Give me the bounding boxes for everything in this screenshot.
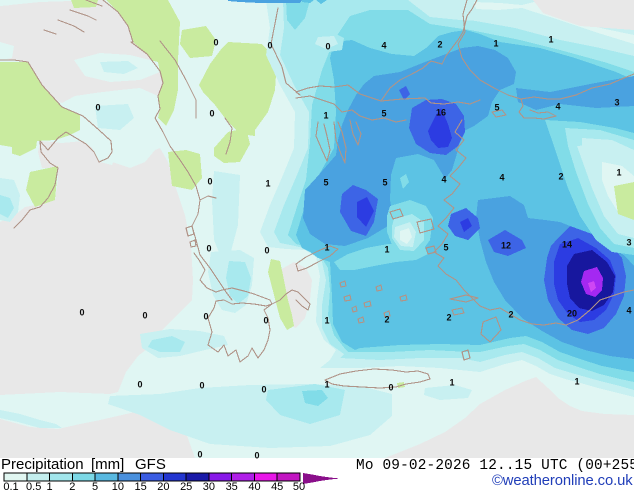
svg-text:5: 5	[494, 103, 499, 113]
svg-text:0: 0	[263, 316, 268, 326]
svg-text:4: 4	[441, 175, 446, 185]
svg-text:16: 16	[436, 108, 446, 118]
svg-text:5: 5	[323, 178, 328, 188]
svg-text:0.5: 0.5	[26, 481, 41, 490]
svg-text:0: 0	[209, 109, 214, 119]
svg-text:14: 14	[562, 240, 572, 250]
svg-text:20: 20	[157, 481, 169, 490]
svg-text:0: 0	[197, 450, 202, 460]
svg-text:1: 1	[449, 378, 454, 388]
svg-text:2: 2	[384, 315, 389, 325]
svg-text:2: 2	[69, 481, 75, 490]
svg-text:3: 3	[614, 98, 619, 108]
svg-text:Mo 09-02-2026 12..15 UTC (00+2: Mo 09-02-2026 12..15 UTC (00+255	[356, 458, 634, 474]
svg-text:1: 1	[46, 481, 52, 490]
svg-text:Precipitation: Precipitation	[1, 456, 84, 473]
svg-text:4: 4	[626, 306, 631, 316]
svg-text:0: 0	[388, 383, 393, 393]
svg-text:0: 0	[267, 41, 272, 51]
svg-text:0: 0	[261, 385, 266, 395]
svg-text:2: 2	[508, 310, 513, 320]
svg-text:0: 0	[254, 451, 259, 461]
svg-text:0: 0	[325, 42, 330, 52]
svg-text:1: 1	[324, 243, 329, 253]
svg-text:2: 2	[446, 313, 451, 323]
svg-text:0: 0	[264, 246, 269, 256]
svg-text:4: 4	[499, 173, 504, 183]
svg-text:0: 0	[142, 311, 147, 321]
svg-text:0: 0	[207, 177, 212, 187]
svg-text:12: 12	[501, 241, 511, 251]
svg-text:45: 45	[271, 481, 283, 490]
svg-text:4: 4	[555, 102, 560, 112]
svg-text:1: 1	[493, 39, 498, 49]
svg-text:2: 2	[437, 40, 442, 50]
svg-text:1: 1	[548, 35, 553, 45]
svg-text:0: 0	[199, 381, 204, 391]
svg-text:0: 0	[203, 312, 208, 322]
svg-text:10: 10	[112, 481, 124, 490]
svg-text:0: 0	[206, 244, 211, 254]
svg-text:1: 1	[616, 168, 621, 178]
svg-text:35: 35	[226, 481, 238, 490]
svg-text:0: 0	[137, 380, 142, 390]
svg-text:5: 5	[381, 109, 386, 119]
svg-text:0: 0	[213, 38, 218, 48]
svg-text:25: 25	[180, 481, 192, 490]
svg-text:1: 1	[265, 179, 270, 189]
svg-text:50: 50	[293, 481, 305, 490]
svg-text:40: 40	[248, 481, 260, 490]
svg-text:2: 2	[558, 172, 563, 182]
svg-text:1: 1	[324, 380, 329, 390]
svg-text:4: 4	[381, 41, 386, 51]
svg-text:3: 3	[626, 238, 631, 248]
svg-text:5: 5	[443, 243, 448, 253]
svg-text:1: 1	[323, 111, 328, 121]
svg-text:0: 0	[95, 103, 100, 113]
svg-text:30: 30	[203, 481, 215, 490]
svg-text:1: 1	[324, 316, 329, 326]
svg-text:©weatheronline.co.uk: ©weatheronline.co.uk	[492, 473, 633, 489]
svg-text:15: 15	[134, 481, 146, 490]
svg-text:0: 0	[79, 308, 84, 318]
svg-text:20: 20	[567, 309, 577, 319]
svg-text:5: 5	[382, 178, 387, 188]
svg-text:[mm]: [mm]	[91, 456, 124, 473]
svg-text:1: 1	[574, 377, 579, 387]
svg-text:1: 1	[384, 245, 389, 255]
svg-text:5: 5	[92, 481, 98, 490]
svg-text:GFS: GFS	[135, 456, 166, 473]
svg-text:0.1: 0.1	[3, 481, 18, 490]
